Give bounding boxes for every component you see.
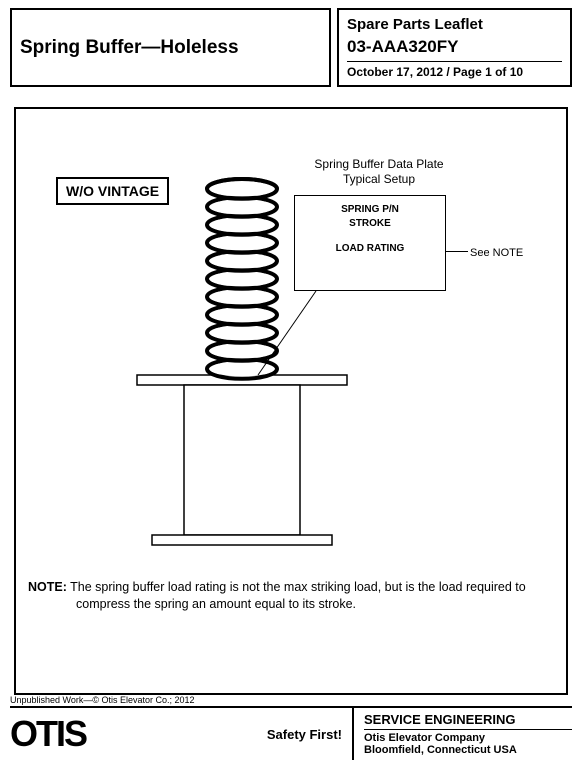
data-plate-load-rating: LOAD RATING (295, 243, 445, 254)
copyright-line: Unpublished Work—© Otis Elevator Co.; 20… (10, 695, 572, 708)
logo-cell: OTIS (10, 708, 140, 760)
otis-logo: OTIS (10, 716, 86, 752)
data-plate-box: SPRING P/N STROKE LOAD RATING (294, 195, 446, 291)
diagram-area: W/O VINTAGE Spring Buffer Data Plate Typ… (16, 109, 566, 693)
date-page-line: October 17, 2012 / Page 1 of 10 (347, 61, 562, 79)
service-engineering: SERVICE ENGINEERING (364, 712, 572, 727)
header-meta-box: Spare Parts Leaflet 03-AAA320FY October … (337, 8, 572, 87)
note-text-l2: compress the spring an amount equal to i… (28, 596, 554, 613)
leaflet-label: Spare Parts Leaflet (347, 16, 562, 33)
footer: Unpublished Work—© Otis Elevator Co.; 20… (10, 695, 572, 760)
part-number: 03-AAA320FY (347, 37, 562, 57)
service-cell: SERVICE ENGINEERING Otis Elevator Compan… (352, 708, 572, 760)
spring-buffer-diagram (16, 109, 568, 579)
safety-cell: Safety First! (140, 708, 352, 760)
footer-row: OTIS Safety First! SERVICE ENGINEERING O… (10, 708, 572, 760)
header-row: Spring Buffer—Holeless Spare Parts Leafl… (0, 0, 582, 91)
data-plate-stroke: STROKE (295, 218, 445, 229)
main-content-frame: W/O VINTAGE Spring Buffer Data Plate Typ… (14, 107, 568, 695)
safety-first: Safety First! (267, 727, 342, 742)
note-label: NOTE: (28, 580, 67, 594)
document-title: Spring Buffer—Holeless (20, 37, 239, 59)
note-block: NOTE: The spring buffer load rating is n… (28, 579, 554, 613)
header-title-box: Spring Buffer—Holeless (10, 8, 331, 87)
data-plate-spring-pn: SPRING P/N (295, 204, 445, 215)
company-location: Bloomfield, Connecticut USA (364, 744, 572, 756)
company-name: Otis Elevator Company (364, 729, 572, 744)
note-text-l1: The spring buffer load rating is not the… (70, 580, 526, 594)
